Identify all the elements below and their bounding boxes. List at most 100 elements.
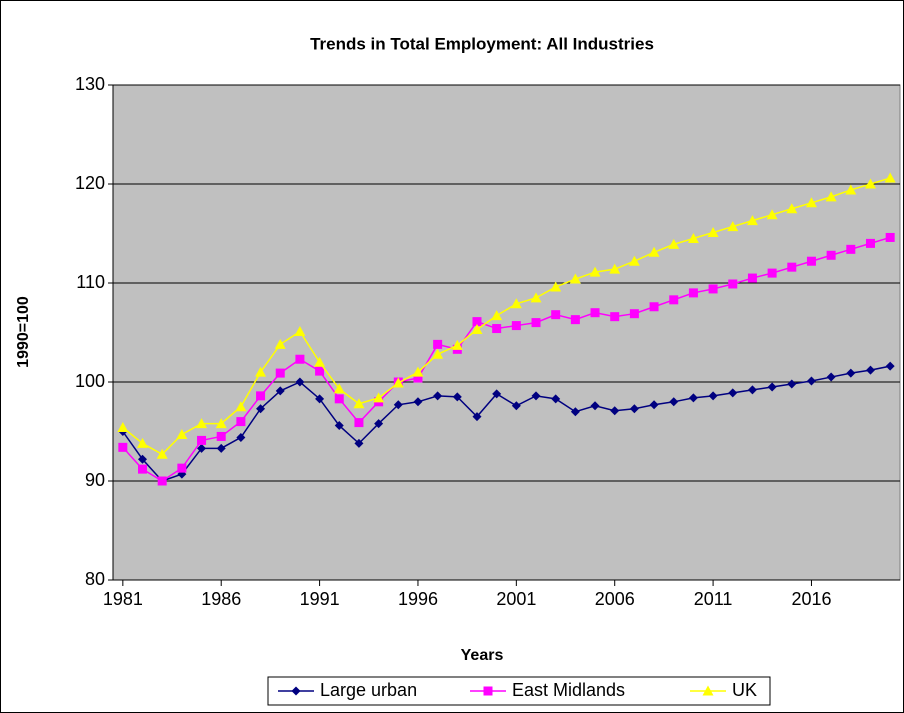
series-line (122, 177, 891, 456)
y-tick-label: 90 (85, 470, 105, 490)
marker (845, 184, 857, 195)
marker (728, 279, 738, 289)
marker (569, 273, 581, 284)
marker (412, 366, 424, 377)
x-tick-label: 2016 (791, 589, 831, 609)
marker (702, 685, 714, 696)
marker (295, 377, 305, 387)
marker (472, 412, 482, 422)
marker (472, 317, 482, 327)
marker (291, 686, 301, 696)
marker (865, 365, 875, 375)
marker (392, 377, 404, 388)
x-tick-label: 1996 (398, 589, 438, 609)
y-tick-label: 110 (76, 272, 105, 292)
marker (884, 172, 896, 183)
marker (629, 309, 639, 319)
marker (649, 400, 659, 410)
marker (137, 437, 149, 448)
marker (314, 356, 326, 367)
marker (767, 382, 777, 392)
marker (570, 407, 580, 417)
marker (551, 310, 561, 320)
x-tick-label: 2011 (694, 589, 733, 609)
marker (589, 266, 601, 277)
marker (609, 263, 621, 274)
marker (825, 191, 837, 202)
marker (196, 418, 208, 429)
y-tick-label: 120 (75, 173, 105, 193)
marker (433, 339, 443, 349)
x-tick-label: 1991 (300, 589, 340, 609)
marker (531, 318, 541, 328)
marker (610, 312, 620, 322)
marker (864, 178, 876, 189)
marker (432, 348, 444, 359)
marker (727, 221, 739, 232)
marker (707, 227, 719, 238)
marker (118, 442, 128, 452)
marker (295, 354, 305, 364)
y-axis-label: 1990=100 (15, 296, 32, 368)
plot-area (112, 84, 901, 581)
marker (511, 401, 521, 411)
marker (275, 368, 285, 378)
marker (669, 397, 679, 407)
marker (138, 454, 148, 464)
marker (176, 428, 188, 439)
legend (267, 676, 771, 706)
marker (649, 302, 659, 312)
marker (315, 366, 325, 376)
marker (688, 393, 698, 403)
marker (197, 435, 207, 445)
marker (374, 419, 384, 429)
marker (510, 298, 522, 309)
marker (491, 310, 503, 321)
marker (805, 197, 817, 208)
y-tick-label: 130 (75, 74, 105, 94)
marker (413, 397, 423, 407)
marker (885, 361, 895, 371)
marker (393, 400, 403, 410)
marker (452, 392, 462, 402)
marker (846, 244, 856, 254)
marker (708, 391, 718, 401)
legend-label: UK (732, 680, 757, 700)
marker (215, 418, 227, 429)
marker (117, 422, 129, 433)
marker (334, 421, 344, 431)
marker (787, 262, 797, 272)
marker (334, 394, 344, 404)
y-tick-label: 80 (85, 569, 105, 589)
marker (846, 368, 856, 378)
marker (451, 339, 463, 350)
legend-label: East Midlands (512, 680, 625, 700)
marker (315, 394, 325, 404)
marker (767, 268, 777, 278)
marker (373, 392, 385, 403)
marker (885, 232, 895, 242)
marker (747, 385, 757, 395)
x-tick-label: 2001 (496, 589, 536, 609)
marker (688, 288, 698, 298)
x-tick-label: 1981 (103, 589, 143, 609)
marker (551, 394, 561, 404)
marker (629, 404, 639, 414)
marker (197, 443, 207, 453)
marker (256, 404, 266, 414)
marker (708, 284, 718, 294)
x-tick-label: 2006 (595, 589, 635, 609)
marker (628, 255, 640, 266)
marker (333, 383, 345, 394)
marker (746, 215, 758, 226)
marker (865, 238, 875, 248)
marker (156, 448, 168, 459)
marker (177, 463, 187, 473)
marker (648, 246, 660, 257)
marker (216, 431, 226, 441)
y-tick-label: 100 (75, 371, 105, 391)
chart-title: Trends in Total Employment: All Industri… (310, 34, 654, 53)
marker (138, 464, 148, 474)
x-axis-label: Years (461, 647, 504, 664)
